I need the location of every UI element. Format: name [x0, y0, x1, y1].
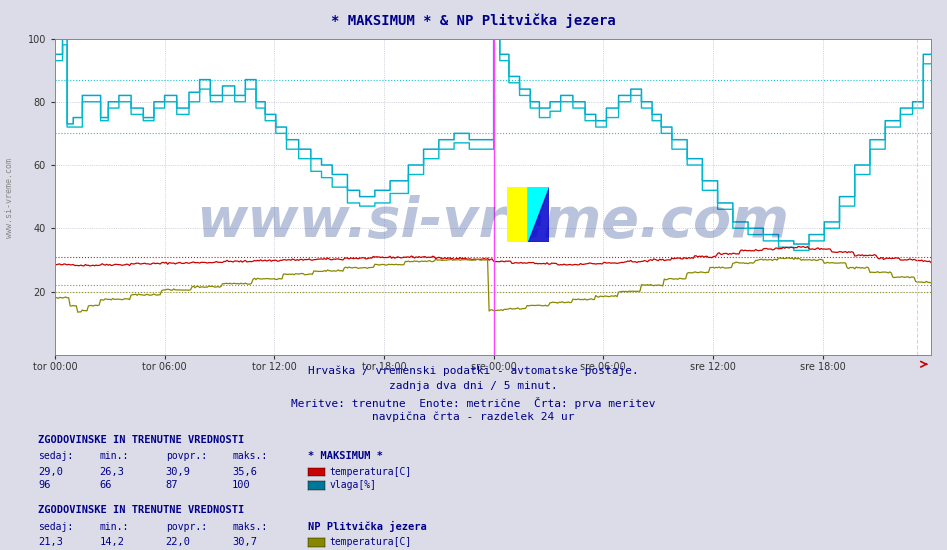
Text: 30,9: 30,9 — [166, 466, 190, 477]
Text: sedaj:: sedaj: — [38, 451, 73, 461]
Text: 66: 66 — [99, 480, 112, 491]
Text: ZGODOVINSKE IN TRENUTNE VREDNOSTI: ZGODOVINSKE IN TRENUTNE VREDNOSTI — [38, 505, 244, 515]
Text: www.si-vreme.com: www.si-vreme.com — [196, 195, 790, 249]
Text: 14,2: 14,2 — [99, 537, 124, 547]
Text: Meritve: trenutne  Enote: metrične  Črta: prva meritev: Meritve: trenutne Enote: metrične Črta: … — [292, 397, 655, 409]
Text: maks.:: maks.: — [232, 451, 267, 461]
Text: min.:: min.: — [99, 451, 129, 461]
Text: vlaga[%]: vlaga[%] — [330, 480, 377, 491]
Text: NP Plitvička jezera: NP Plitvička jezera — [308, 521, 426, 532]
Text: 22,0: 22,0 — [166, 537, 190, 547]
Text: 26,3: 26,3 — [99, 466, 124, 477]
Text: temperatura[C]: temperatura[C] — [330, 537, 412, 547]
Text: 35,6: 35,6 — [232, 466, 257, 477]
Text: povpr.:: povpr.: — [166, 451, 206, 461]
Text: * MAKSIMUM *: * MAKSIMUM * — [308, 451, 383, 461]
Text: zadnja dva dni / 5 minut.: zadnja dva dni / 5 minut. — [389, 381, 558, 391]
Text: 29,0: 29,0 — [38, 466, 63, 477]
Text: min.:: min.: — [99, 521, 129, 532]
Polygon shape — [528, 187, 549, 242]
Text: maks.:: maks.: — [232, 521, 267, 532]
Bar — [507, 187, 528, 242]
Text: * MAKSIMUM * & NP Plitvička jezera: * MAKSIMUM * & NP Plitvička jezera — [331, 14, 616, 28]
Text: 96: 96 — [38, 480, 50, 491]
Text: povpr.:: povpr.: — [166, 521, 206, 532]
Text: 100: 100 — [232, 480, 251, 491]
Text: 21,3: 21,3 — [38, 537, 63, 547]
Text: 30,7: 30,7 — [232, 537, 257, 547]
Polygon shape — [528, 187, 549, 242]
Text: temperatura[C]: temperatura[C] — [330, 466, 412, 477]
Text: www.si-vreme.com: www.si-vreme.com — [5, 158, 14, 238]
Text: ZGODOVINSKE IN TRENUTNE VREDNOSTI: ZGODOVINSKE IN TRENUTNE VREDNOSTI — [38, 434, 244, 445]
Text: sedaj:: sedaj: — [38, 521, 73, 532]
Text: navpična črta - razdelek 24 ur: navpična črta - razdelek 24 ur — [372, 412, 575, 422]
Text: 87: 87 — [166, 480, 178, 491]
Text: Hrvaška / vremenski podatki - avtomatske postaje.: Hrvaška / vremenski podatki - avtomatske… — [308, 366, 639, 376]
